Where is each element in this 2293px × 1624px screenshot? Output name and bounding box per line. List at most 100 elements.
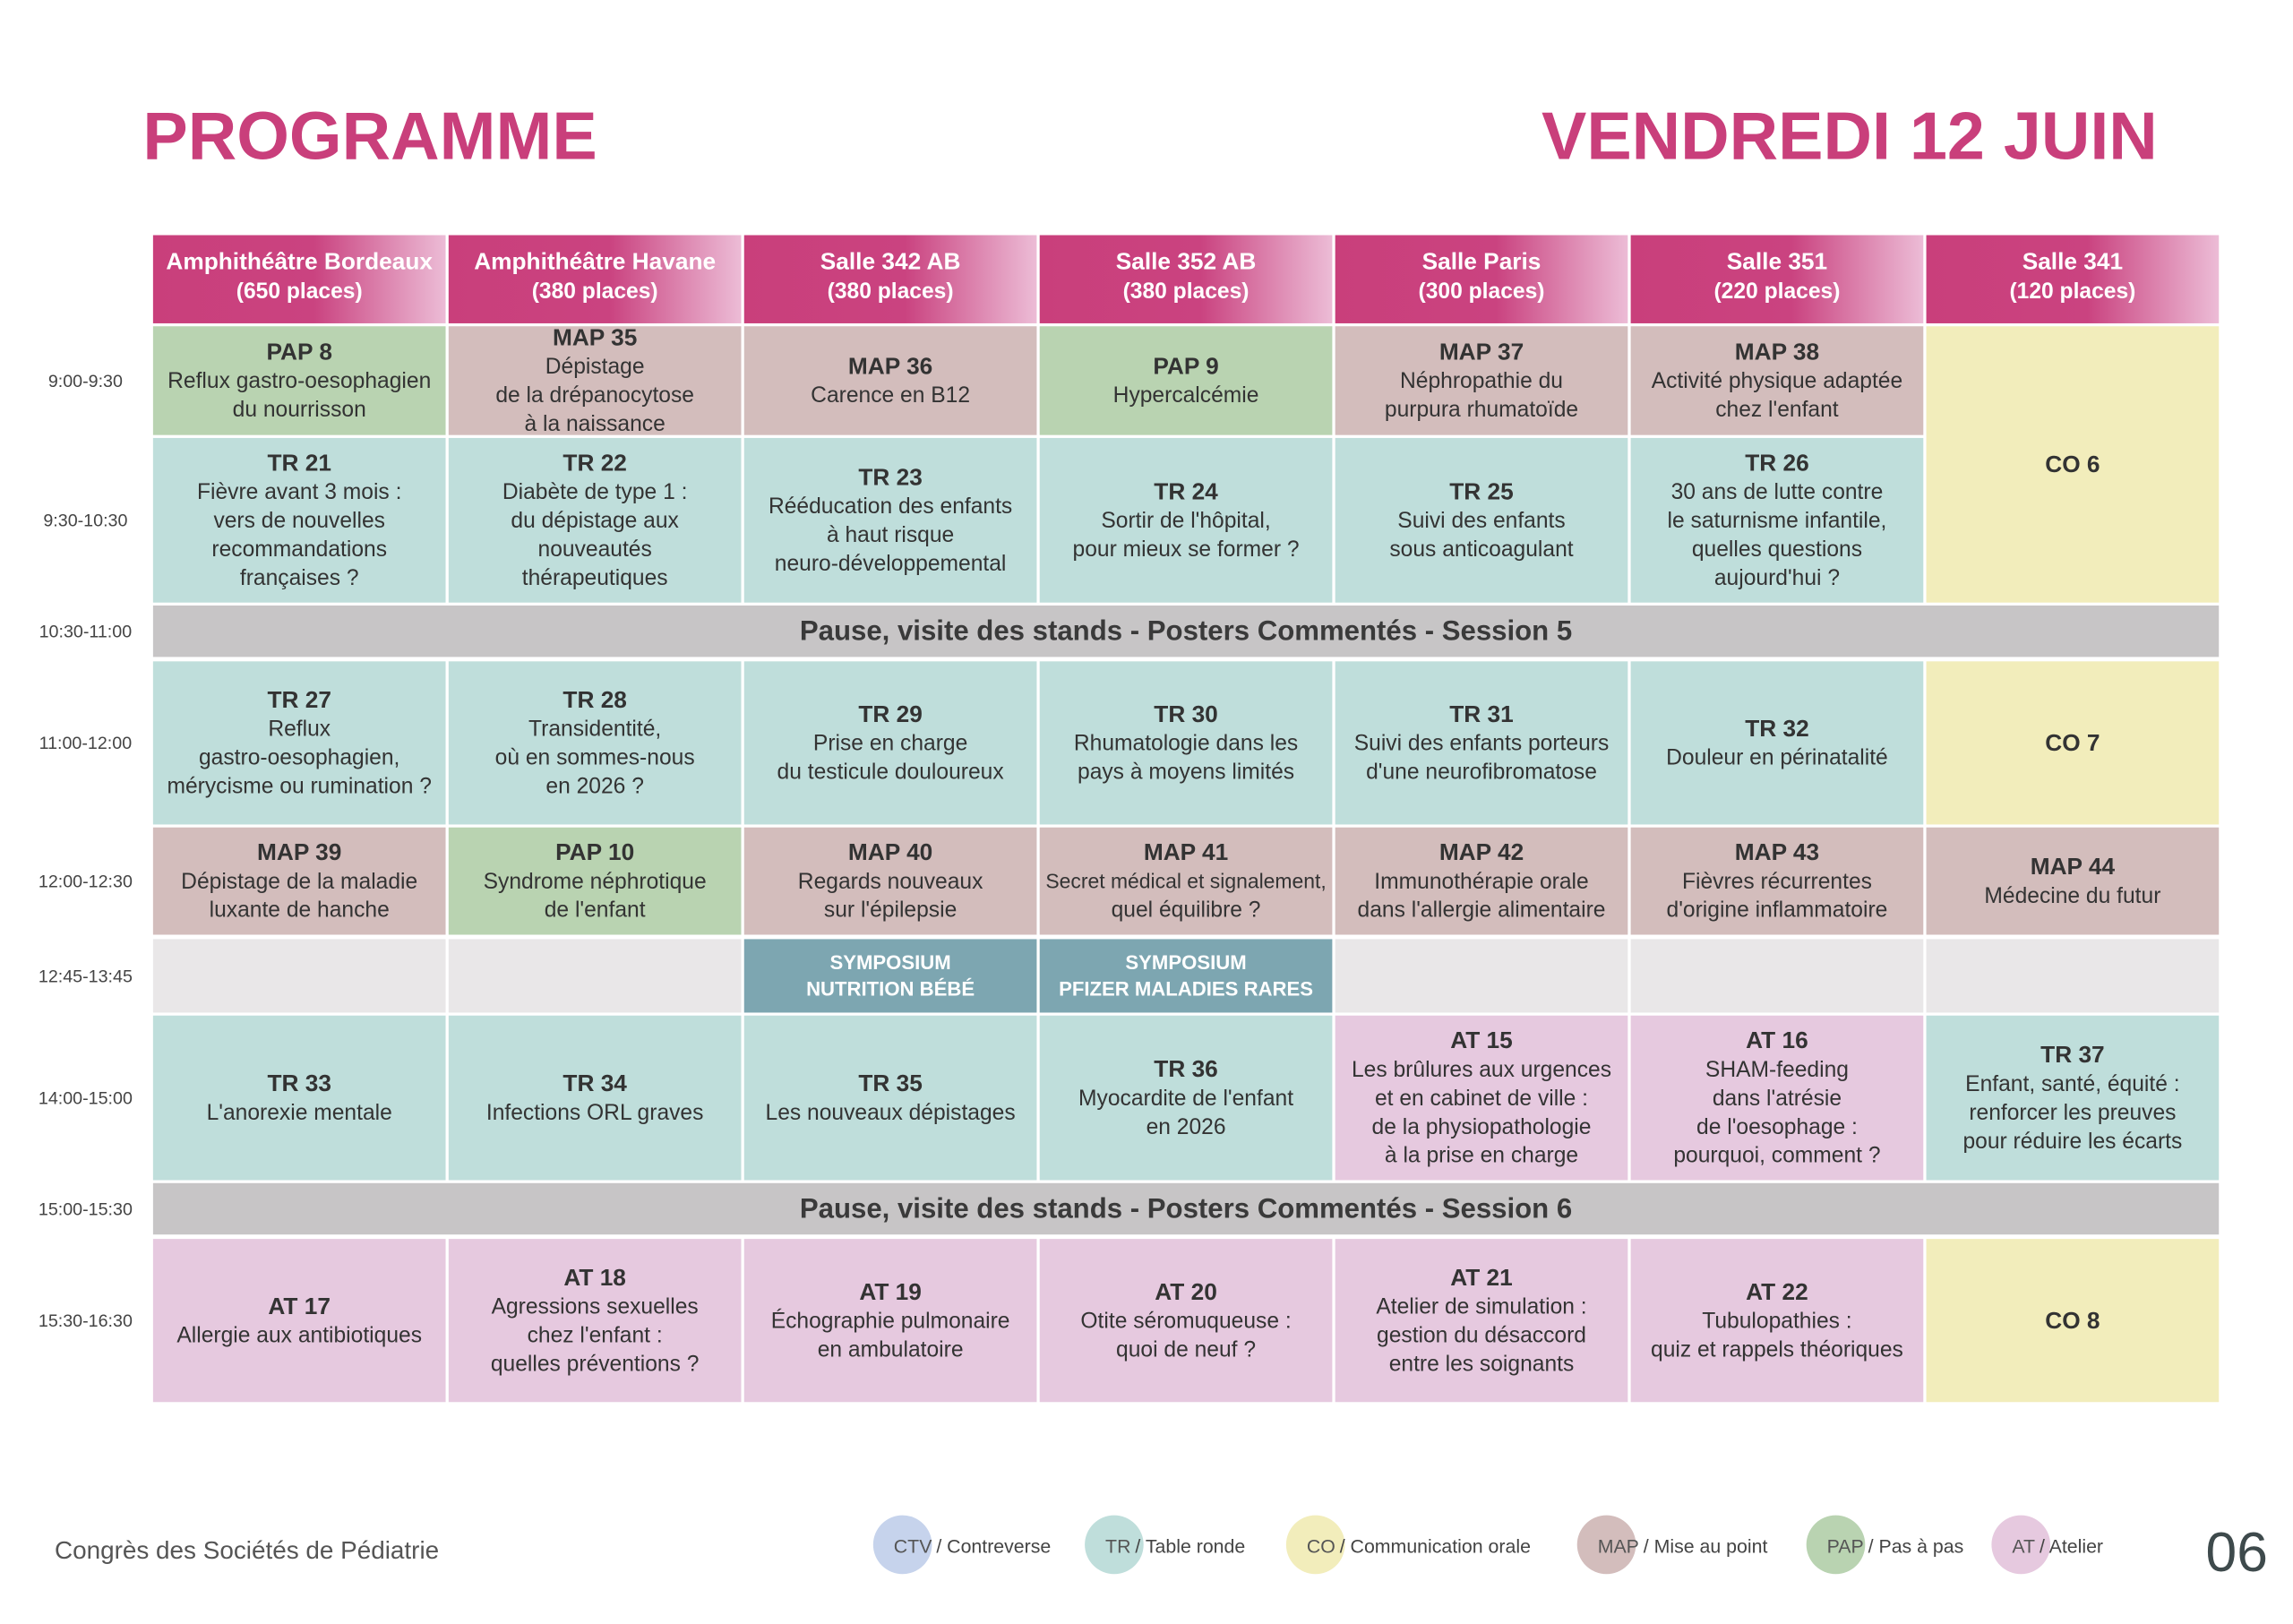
session-cell	[1630, 939, 1924, 1013]
session-code: CO 7	[2045, 729, 2100, 756]
session-cell	[152, 326, 446, 435]
session-code: AT 21	[1450, 1264, 1513, 1291]
session-title-line: d'origine inflammatoire	[1667, 898, 1888, 923]
session-title-line: le saturnisme infantile,	[1668, 509, 1887, 533]
legend-label: / Table ronde	[1135, 1535, 1245, 1557]
session-title-line: Prise en charge	[813, 732, 967, 756]
session-title-line: du testicule douloureux	[777, 760, 1005, 785]
session-code: MAP 36	[848, 353, 932, 380]
session-cell	[448, 1239, 742, 1403]
legend-abbr: CTV	[894, 1535, 932, 1557]
session-cell	[743, 1239, 1037, 1403]
session-title-line: pourquoi, comment ?	[1673, 1144, 1880, 1168]
time-label: 15:00-15:30	[39, 1199, 133, 1219]
session-cell	[1630, 1015, 1924, 1181]
session-cell	[448, 661, 742, 825]
session-cell	[1039, 939, 1333, 1013]
session-title-line: Regards nouveaux	[798, 870, 983, 894]
session-code: AT 19	[859, 1278, 922, 1305]
session-title-line: quelles questions	[1692, 537, 1862, 562]
session-cell	[1335, 939, 1628, 1013]
session-cell	[1335, 661, 1628, 825]
session-title-line: de l'enfant	[545, 898, 646, 923]
session-title-line: où en sommes-nous	[495, 746, 695, 770]
room-header	[1630, 235, 1924, 323]
session-cell	[1630, 1239, 1924, 1403]
legend-abbr: AT	[2012, 1535, 2035, 1557]
room-header	[743, 235, 1037, 323]
session-code: TR 31	[1449, 700, 1513, 727]
organizer: Congrès des Sociétés de Pédiatrie	[55, 1536, 439, 1564]
session-code: AT 17	[268, 1293, 331, 1319]
session-cell	[448, 1015, 742, 1181]
session-title-line: Rééducation des enfants	[769, 494, 1012, 519]
session-title-line: quiz et rappels théoriques	[1651, 1337, 1903, 1362]
session-code: TR 34	[563, 1070, 627, 1096]
session-title-line: et en cabinet de ville :	[1375, 1087, 1588, 1111]
legend: CTV / Contreverse TR / Table ronde CO / Commu…	[872, 1515, 2103, 1575]
session-title-line: Syndrome néphrotique	[484, 870, 707, 894]
session-code: AT 20	[1155, 1278, 1217, 1305]
session-cell	[448, 827, 742, 935]
time-label: 12:45-13:45	[39, 967, 133, 986]
session-title-line: gastro-oesophagien,	[199, 746, 399, 770]
session-code: AT 22	[1746, 1278, 1808, 1305]
session-cell	[1630, 326, 1924, 435]
session-title-line: luxante de hanche	[210, 898, 390, 923]
session-title-line: Hypercalcémie	[1113, 383, 1259, 408]
session-cell	[1630, 437, 1924, 603]
room-header	[1926, 235, 2220, 323]
legend-abbr: PAP	[1827, 1535, 1864, 1557]
room-name: Salle 351	[1727, 248, 1827, 275]
session-code: PAP 9	[1153, 353, 1218, 380]
legend-abbr: MAP	[1598, 1535, 1639, 1557]
session-code: MAP 37	[1439, 339, 1524, 365]
room-capacity: (380 places)	[828, 279, 954, 304]
session-title-line: recommandations	[211, 537, 387, 562]
room-name: Amphithéâtre Bordeaux	[166, 248, 433, 275]
session-cell	[152, 1239, 446, 1403]
session-title-line: vers de nouvelles	[213, 509, 385, 533]
session-code: MAP 42	[1439, 838, 1524, 865]
session-cell	[1926, 939, 2220, 1013]
session-code: CO 8	[2045, 1307, 2100, 1334]
session-title-line: Secret médical et signalement,	[1045, 869, 1326, 892]
session-title-line: purpura rhumatoïde	[1385, 398, 1578, 422]
session-title-line: Carence en B12	[811, 383, 970, 408]
session-title-line: Suivi des enfants porteurs	[1354, 732, 1610, 756]
day: VENDREDI 12 JUIN	[1542, 98, 2158, 173]
session-cell	[743, 1015, 1037, 1181]
session-title-line: du dépistage aux	[511, 509, 679, 533]
session-cell	[152, 939, 446, 1013]
legend-swatch	[872, 1515, 932, 1575]
session-title-line: quelles préventions ?	[491, 1352, 700, 1376]
session-code: TR 22	[563, 449, 626, 476]
session-title-line: de la drépanocytose	[495, 383, 694, 408]
pause-label: Pause, visite des stands - Posters Comme…	[800, 1192, 1572, 1224]
pause-label: Pause, visite des stands - Posters Comme…	[800, 615, 1572, 647]
session-title-line: Transidentité,	[528, 717, 661, 742]
session-code: TR 30	[1154, 700, 1217, 727]
pause-band	[152, 1182, 2220, 1235]
symposium-label: SYMPOSIUM	[829, 951, 950, 974]
session-title-line: dans l'allergie alimentaire	[1358, 898, 1606, 923]
session-code: TR 29	[858, 700, 922, 727]
title: PROGRAMME	[142, 98, 597, 173]
session-title-line: pour réduire les écarts	[1962, 1130, 2182, 1154]
session-title-line: en 2026 ?	[545, 775, 643, 799]
time-label: 15:30-16:30	[39, 1311, 133, 1331]
session-code: MAP 40	[848, 838, 932, 865]
session-code: TR 21	[267, 449, 331, 476]
session-code: CO 6	[2045, 451, 2100, 477]
session-cell	[1039, 827, 1333, 935]
session-code: AT 18	[563, 1264, 626, 1291]
room-capacity: (220 places)	[1713, 279, 1840, 304]
pause-band	[152, 605, 2220, 657]
symposium-label: NUTRITION BÉBÉ	[806, 978, 975, 1001]
session-title-line: SHAM-feeding	[1705, 1058, 1849, 1082]
session-code: TR 27	[267, 686, 331, 713]
session-code: MAP 44	[2031, 853, 2116, 880]
legend-swatch	[1991, 1515, 2051, 1575]
